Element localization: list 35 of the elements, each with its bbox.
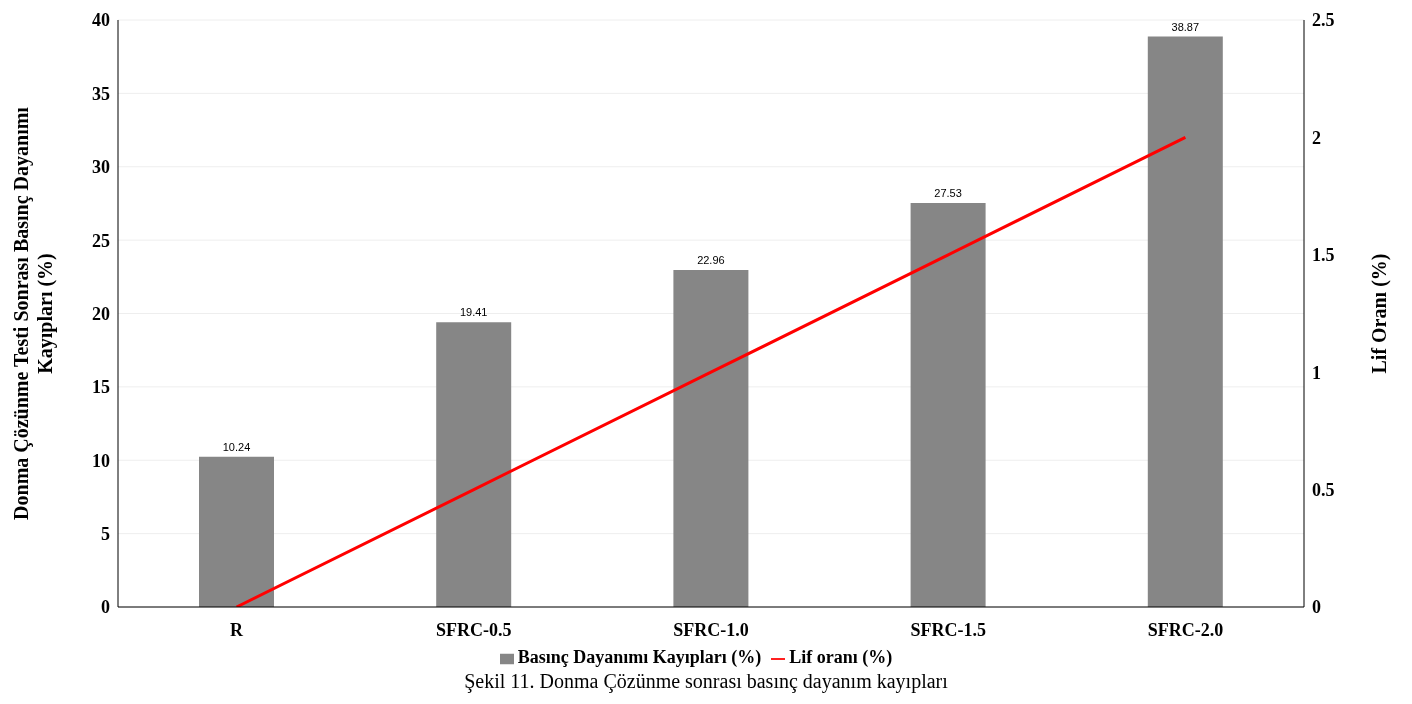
y2-axis-title: Lif Oranı (%) <box>1368 253 1392 374</box>
bar <box>436 322 512 607</box>
y-axis-title: Donma Çözünme Testi Sonrası Basınç Dayanımı Kayıpları (%) <box>10 106 57 520</box>
x-tick-label: R <box>230 619 245 640</box>
y-tick-label: 5 <box>101 524 110 545</box>
y2-tick-label: 0 <box>1312 597 1321 618</box>
text: Şekil 11. Donma Çözünme sonrası basınç dayanım kayıpları <box>463 670 949 693</box>
y-tick-label: 35 <box>92 83 110 104</box>
y-tick-label: 25 <box>92 230 110 251</box>
y-tick-label: 40 <box>92 10 110 31</box>
x-tick-label: SFRC-2.0 <box>1147 619 1224 640</box>
y2-tick-label: 1 <box>1312 362 1321 383</box>
y-tick-label: 15 <box>92 377 110 398</box>
legend-label: Lif oranı (%) <box>789 647 893 667</box>
x-tick-label: SFRC-1.5 <box>910 619 986 640</box>
y2-tick-label: 0.5 <box>1312 479 1335 500</box>
bar <box>910 203 986 607</box>
y2-tick-label: 2.5 <box>1312 10 1335 31</box>
legend-label: Basınç Dayanımı Kayıpları (%) <box>517 647 762 667</box>
y-tick-label: 0 <box>101 597 110 618</box>
data-label: 19.41 <box>459 306 488 319</box>
bar <box>1147 36 1223 607</box>
data-label: 22.96 <box>697 254 725 267</box>
data-label: 10.24 <box>222 440 251 453</box>
bar <box>199 456 274 607</box>
y-tick-label: 10 <box>92 450 110 471</box>
y2-tick-label: 2 <box>1312 127 1321 148</box>
x-tick-label: SFRC-0.5 <box>436 619 512 640</box>
y-tick-label: 30 <box>92 157 110 178</box>
y-tick-label: 20 <box>92 303 110 324</box>
y2-tick-label: 1.5 <box>1312 245 1335 266</box>
bar <box>673 270 749 607</box>
data-label: 38.87 <box>1171 20 1200 33</box>
x-tick-label: SFRC-1.0 <box>673 619 749 640</box>
data-label: 27.53 <box>934 187 962 199</box>
